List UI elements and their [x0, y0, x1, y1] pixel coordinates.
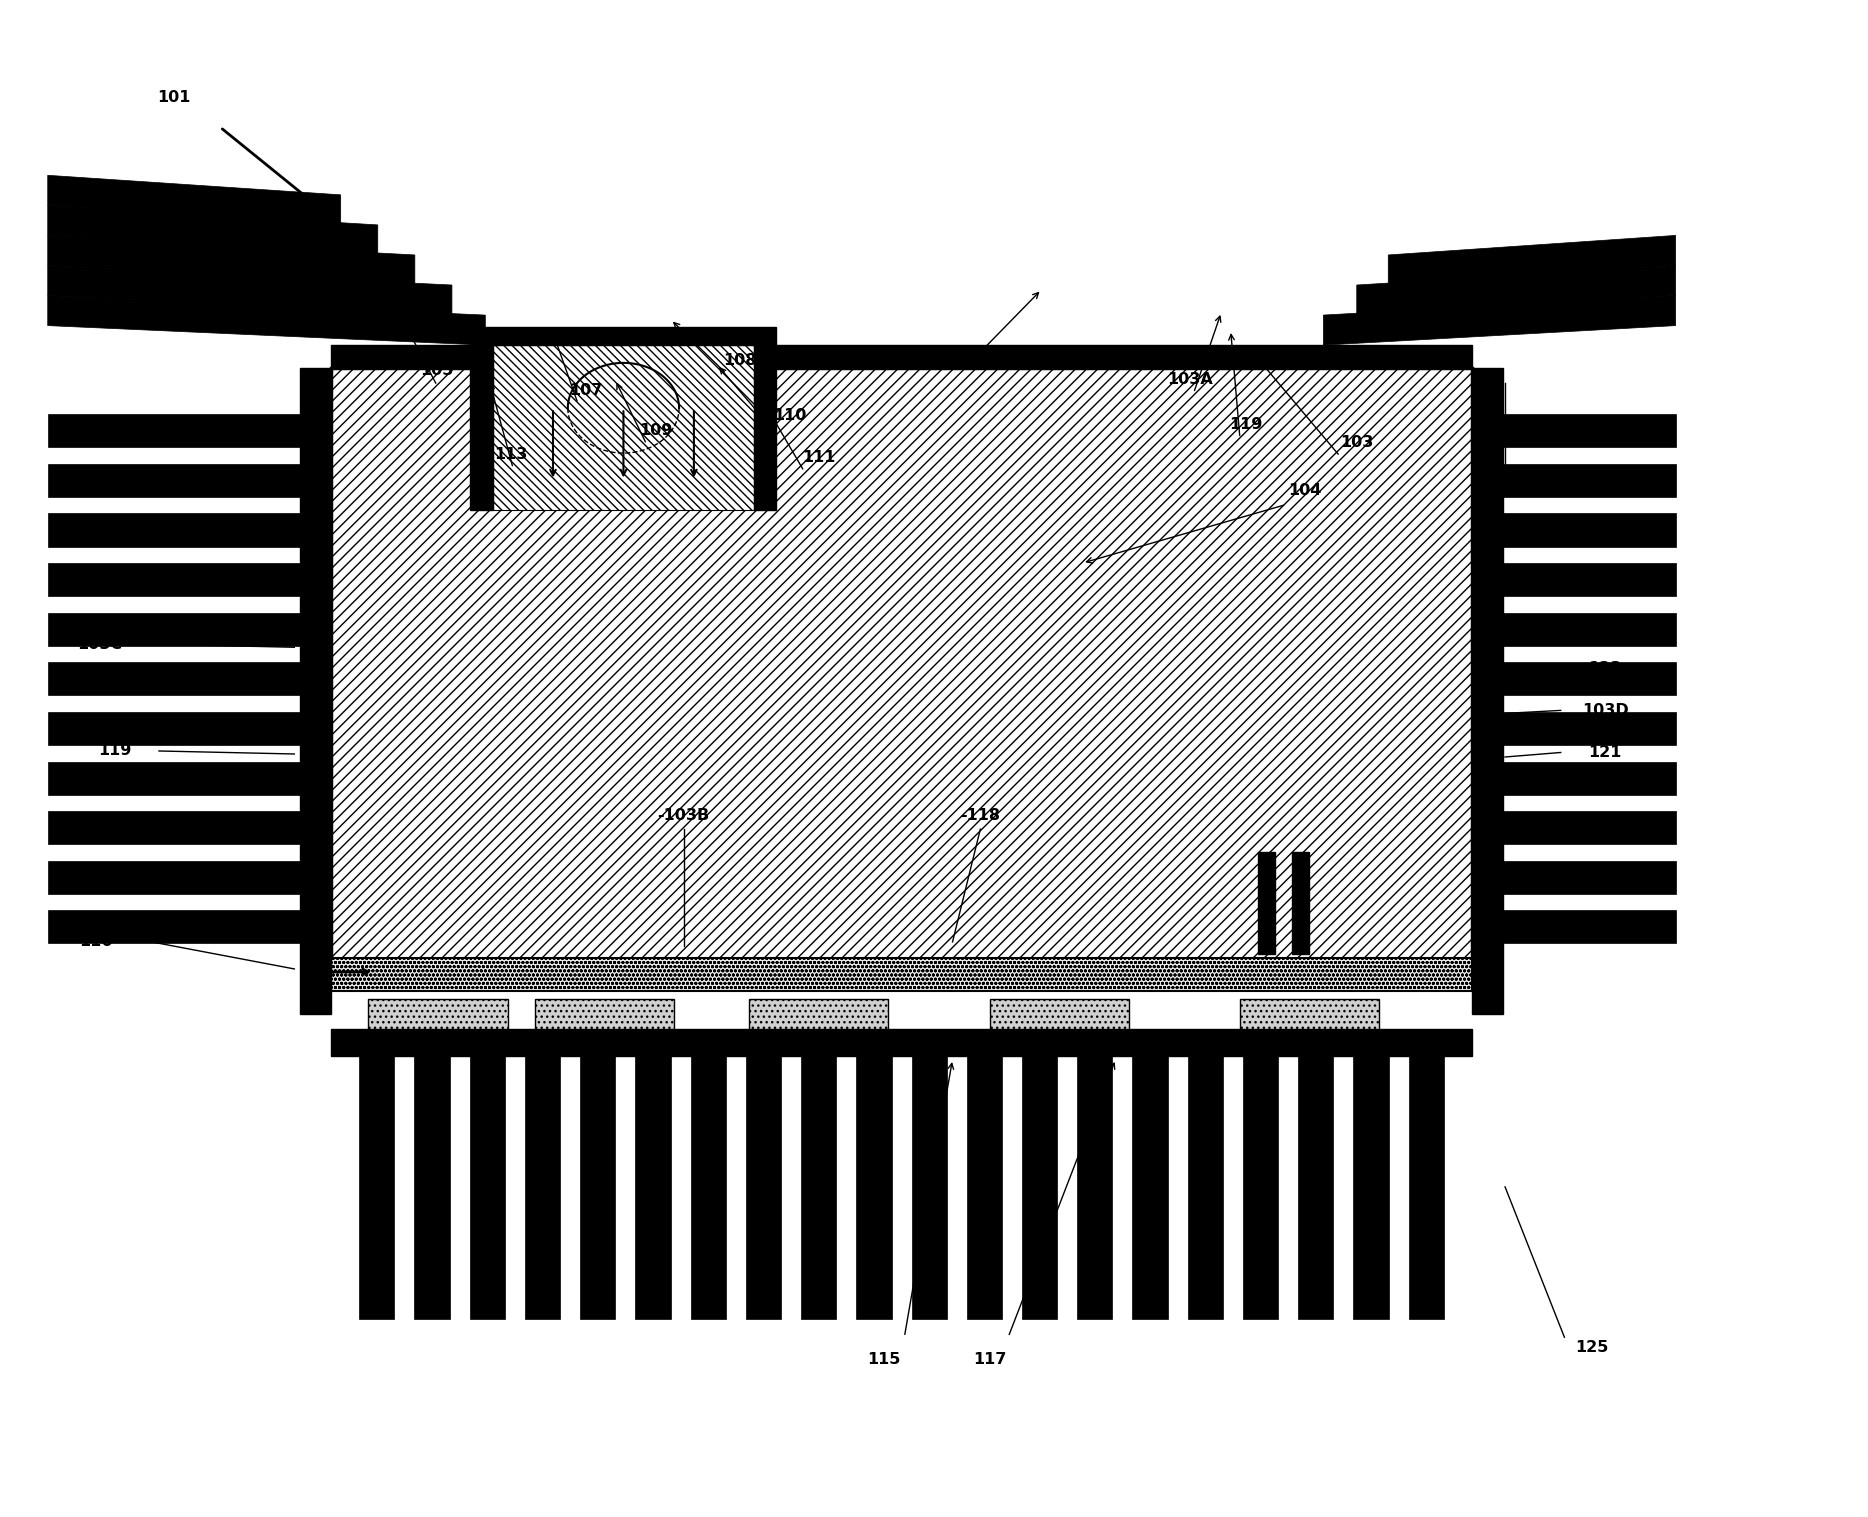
Text: 119: 119 [1229, 417, 1263, 432]
Bar [331, 1029, 1472, 1056]
Text: 115: 115 [867, 1352, 900, 1367]
Polygon shape [1323, 296, 1676, 346]
Bar [1354, 1056, 1388, 1320]
Bar [856, 1056, 891, 1320]
Bar [749, 1000, 887, 1047]
Bar [536, 1000, 674, 1047]
Bar [49, 860, 301, 894]
Bar [1472, 367, 1504, 1013]
Polygon shape [1356, 265, 1676, 316]
Text: 119: 119 [1588, 619, 1621, 634]
Bar [1293, 851, 1308, 954]
Bar [331, 346, 1472, 367]
Bar [1188, 1056, 1224, 1320]
Bar [635, 1056, 671, 1320]
Bar [49, 513, 301, 546]
Bar [1504, 513, 1676, 546]
Polygon shape [49, 296, 486, 346]
Text: 103D: 103D [1582, 702, 1629, 718]
Text: 111: 111 [803, 451, 835, 466]
Text: 108,127: 108,127 [723, 352, 796, 367]
Polygon shape [49, 265, 452, 316]
Bar [1022, 1056, 1057, 1320]
Bar [49, 563, 301, 596]
Bar [49, 613, 301, 646]
Polygon shape [49, 176, 340, 225]
Text: 125: 125 [1575, 1340, 1608, 1355]
Bar [1078, 1056, 1113, 1320]
Text: 123: 123 [1588, 661, 1621, 675]
Text: 113: 113 [495, 448, 529, 463]
Text: 104: 104 [1289, 484, 1321, 499]
Text: 103A: 103A [1168, 372, 1212, 387]
Text: 121: 121 [1588, 745, 1621, 760]
Text: 125: 125 [123, 270, 157, 285]
Bar [1408, 1056, 1444, 1320]
Bar [990, 1000, 1128, 1047]
Text: 103C: 103C [77, 637, 121, 652]
Bar [368, 1000, 508, 1047]
Bar [1298, 1056, 1334, 1320]
Bar [1504, 910, 1676, 944]
Bar [1504, 812, 1676, 843]
Bar [1504, 711, 1676, 745]
Text: -118: -118 [960, 809, 1001, 824]
Polygon shape [49, 235, 415, 285]
Bar [912, 1056, 947, 1320]
Text: 116: 116 [78, 934, 112, 950]
Bar [1504, 663, 1676, 695]
Bar [745, 1056, 781, 1320]
Bar [525, 1056, 560, 1320]
Bar [49, 663, 301, 695]
Bar [1504, 464, 1676, 498]
Bar [331, 367, 1472, 962]
Bar [1240, 1000, 1379, 1047]
Text: 125: 125 [1489, 466, 1522, 481]
Polygon shape [49, 205, 377, 255]
Text: 101: 101 [157, 90, 191, 105]
Bar [1504, 414, 1676, 448]
Bar [1504, 860, 1676, 894]
Bar [691, 1056, 727, 1320]
Text: 119: 119 [97, 743, 131, 758]
Bar [471, 346, 493, 511]
Bar [415, 1056, 450, 1320]
Bar [1504, 762, 1676, 795]
Bar [1132, 1056, 1168, 1320]
Bar [1242, 1056, 1278, 1320]
Polygon shape [1388, 235, 1676, 285]
Bar [801, 1056, 837, 1320]
Bar [49, 910, 301, 944]
Text: 107: 107 [568, 382, 601, 397]
Bar [49, 464, 301, 498]
Text: 110: 110 [773, 408, 807, 423]
Bar [581, 1056, 615, 1320]
Bar [49, 414, 301, 448]
Bar [1259, 851, 1276, 954]
Text: -103B: -103B [658, 809, 710, 824]
Text: 125: 125 [116, 485, 149, 501]
Bar [331, 959, 1472, 992]
Bar [471, 328, 777, 346]
Text: 125: 125 [917, 349, 951, 363]
Text: 109: 109 [639, 423, 672, 438]
Text: 105: 105 [420, 363, 454, 378]
Bar [49, 812, 301, 843]
Bar [755, 346, 777, 511]
Bar [968, 1056, 1001, 1320]
Bar [469, 1056, 504, 1320]
Bar [1504, 613, 1676, 646]
Text: 103: 103 [1339, 435, 1373, 451]
Bar [1504, 563, 1676, 596]
Bar [359, 1056, 394, 1320]
Text: 117: 117 [973, 1352, 1007, 1367]
Bar [49, 711, 301, 745]
Bar [493, 346, 755, 511]
Bar [301, 367, 331, 1013]
Bar [49, 762, 301, 795]
